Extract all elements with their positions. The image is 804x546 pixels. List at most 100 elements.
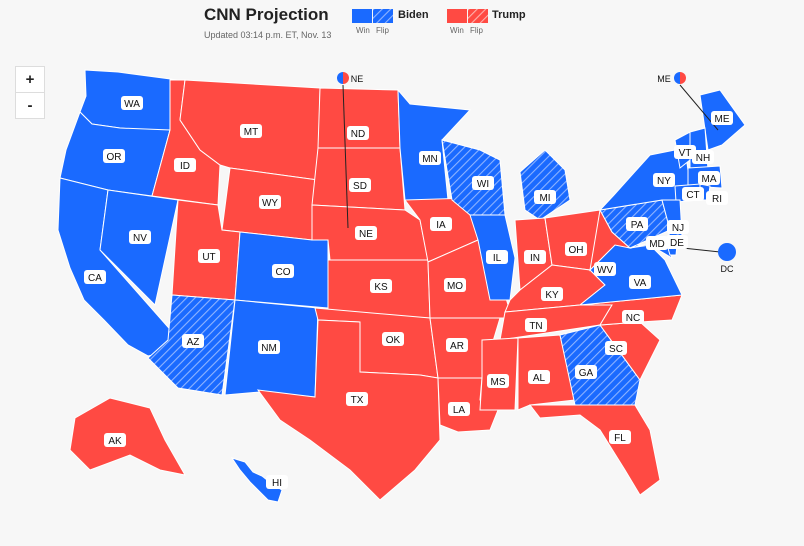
legend-trump-win-label: Win [450,26,464,35]
callouts-layer: NE ME DC [337,72,736,274]
state-label-il: IL [486,250,508,264]
legend-trump-win-swatch [447,9,467,23]
state-label-fl: FL [609,430,631,444]
state-label-de: DE [666,235,688,249]
svg-text:TX: TX [351,395,364,406]
state-label-tn: TN [525,318,547,332]
svg-text:AR: AR [450,341,464,352]
state-label-oh: OH [565,242,587,256]
svg-text:ID: ID [180,161,190,172]
state-label-ks: KS [370,279,392,293]
labels-layer: WA OR CA NV ID MT WY UT CO AZ NM ND SD NE KS OK TX MN IA MO… [84,96,733,489]
state-mn[interactable] [397,88,472,201]
svg-text:NV: NV [133,233,147,244]
svg-text:MI: MI [539,193,550,204]
state-label-nh: NH [692,150,714,164]
state-label-va: VA [629,275,651,289]
state-label-in: IN [524,250,546,264]
state-label-ak: AK [104,433,126,447]
state-label-sc: SC [605,341,627,355]
svg-text:AK: AK [108,436,122,447]
state-label-az: AZ [182,334,204,348]
legend-biden: Biden Win Flip [352,9,442,41]
legend-trump: Trump Win Flip [447,9,537,41]
svg-text:VT: VT [679,148,692,159]
svg-text:NC: NC [626,313,640,324]
updated-timestamp: Updated 03:14 p.m. ET, Nov. 13 [204,30,332,40]
svg-text:MS: MS [491,377,506,388]
svg-text:DE: DE [670,238,684,249]
states-layer [57,69,746,503]
state-label-wa: WA [121,96,143,110]
zoom-out-button[interactable]: - [15,92,45,119]
svg-text:MT: MT [244,127,258,138]
svg-text:PA: PA [631,220,644,231]
svg-text:WY: WY [262,198,278,209]
state-label-mo: MO [444,278,466,292]
state-label-al: AL [528,370,550,384]
callout-ne[interactable]: NE [337,72,364,229]
state-hi[interactable] [230,457,283,503]
svg-text:IA: IA [436,220,446,231]
state-label-mi: MI [534,190,556,204]
state-label-ga: GA [575,365,597,379]
legend-biden-win-swatch [352,9,372,23]
svg-text:WV: WV [597,265,613,276]
svg-text:ND: ND [351,129,365,140]
state-label-pa: PA [626,217,648,231]
callout-label-dc: DC [721,264,734,274]
legend-biden-win-label: Win [356,26,370,35]
state-label-ia: IA [430,217,452,231]
legend-biden-name: Biden [398,9,429,21]
state-label-hi: HI [266,475,288,489]
svg-text:MD: MD [649,239,665,250]
state-label-ky: KY [541,287,563,301]
state-label-wi: WI [472,176,494,190]
svg-text:NE: NE [359,229,373,240]
svg-text:CT: CT [686,190,699,201]
svg-text:VA: VA [634,278,647,289]
svg-text:NH: NH [696,153,710,164]
state-label-nm: NM [258,340,280,354]
svg-text:OK: OK [386,335,401,346]
state-label-md: MD [646,236,668,250]
svg-text:WA: WA [124,99,140,110]
callout-label-ne: NE [351,74,364,84]
state-label-ri: RI [706,191,728,205]
svg-text:NM: NM [261,343,277,354]
svg-text:FL: FL [614,433,626,444]
svg-text:AZ: AZ [187,337,200,348]
svg-text:LA: LA [453,405,466,416]
svg-text:IN: IN [530,253,540,264]
svg-text:HI: HI [272,478,282,489]
state-label-vt: VT [674,145,696,159]
state-label-ma: MA [698,171,720,185]
legend-trump-flip-swatch [468,9,488,23]
state-label-co: CO [272,264,294,278]
zoom-in-button[interactable]: + [15,66,45,93]
state-label-nc: NC [622,310,644,324]
state-tx[interactable] [256,319,441,501]
state-label-ny: NY [653,173,675,187]
state-label-ms: MS [487,374,509,388]
svg-text:CO: CO [276,267,291,278]
state-label-nv: NV [129,230,151,244]
state-label-sd: SD [349,178,371,192]
state-label-id: ID [174,158,196,172]
state-ga[interactable] [559,324,641,406]
state-label-ok: OK [382,332,404,346]
state-label-me: ME [711,111,733,125]
svg-text:TN: TN [529,321,542,332]
svg-text:OH: OH [569,245,584,256]
state-fl[interactable] [528,404,661,496]
state-label-mn: MN [419,151,441,165]
svg-text:MO: MO [447,281,463,292]
state-label-ct: CT [682,187,704,201]
state-label-la: LA [448,402,470,416]
svg-text:KY: KY [545,290,559,301]
svg-text:ME: ME [715,114,730,125]
svg-text:SC: SC [609,344,623,355]
state-mi[interactable] [519,149,571,221]
state-ak[interactable] [69,397,186,476]
